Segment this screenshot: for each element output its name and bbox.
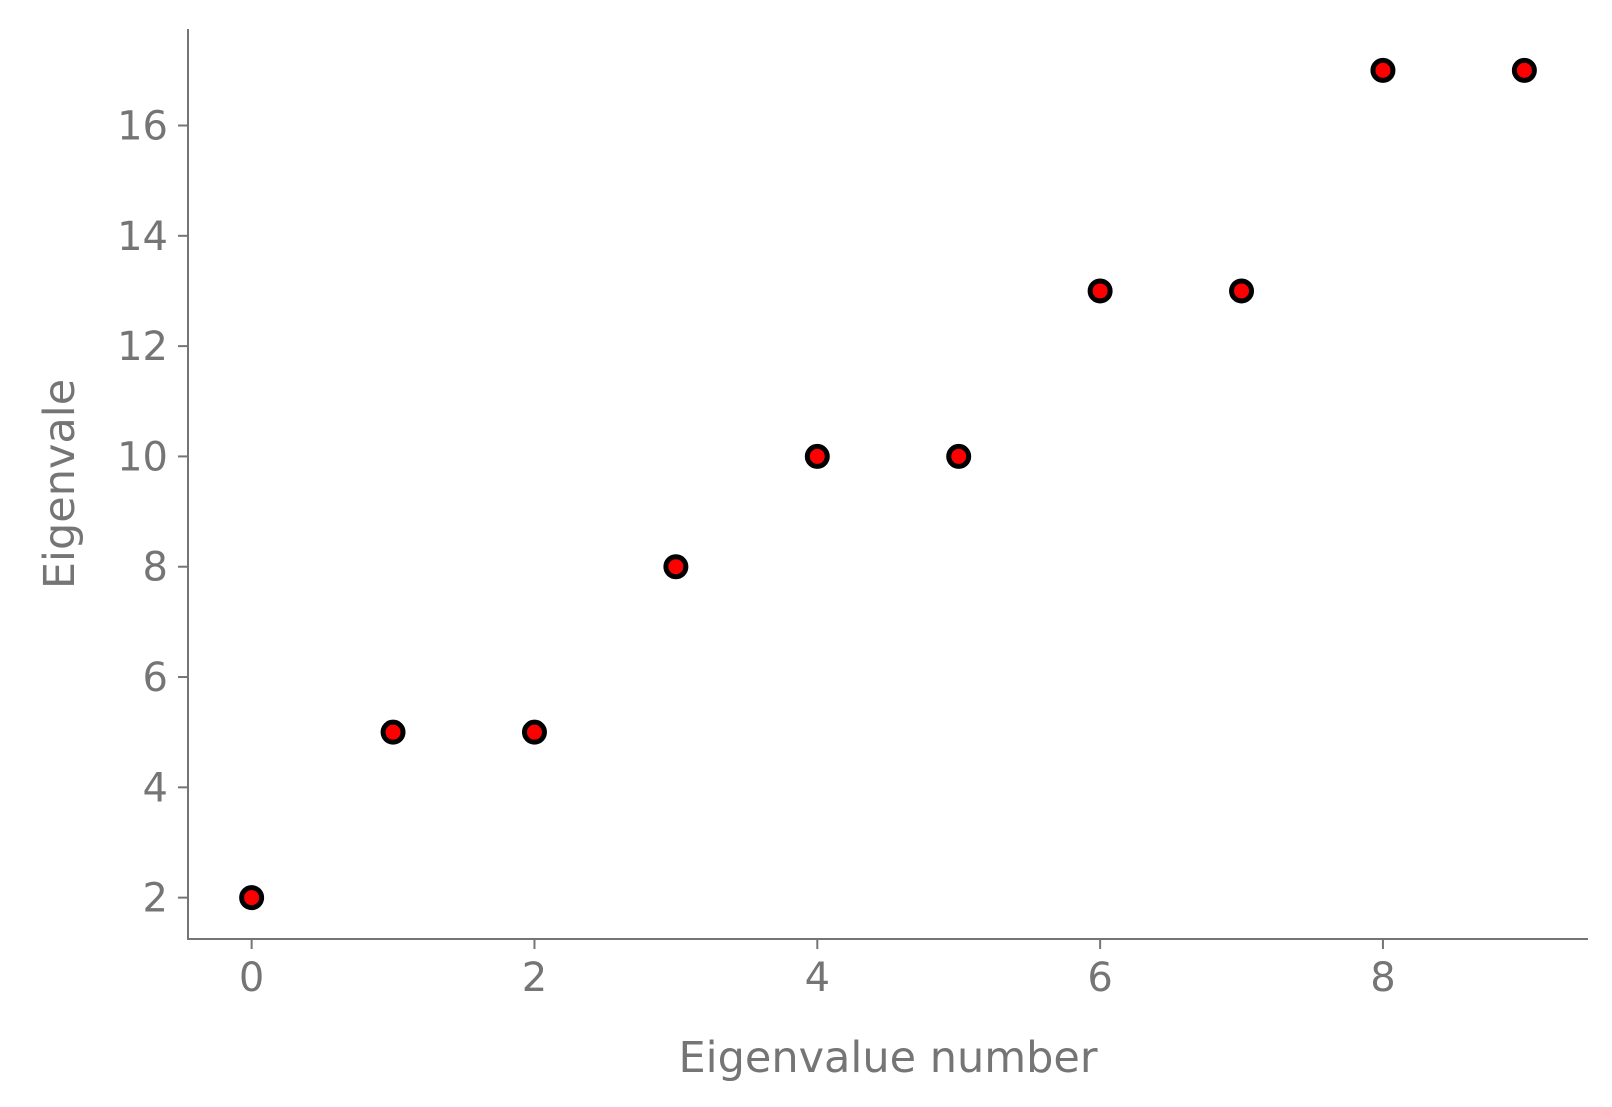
y-tick-label: 16 bbox=[117, 104, 168, 150]
data-point bbox=[1087, 278, 1113, 304]
data-point bbox=[946, 443, 972, 469]
data-point bbox=[1370, 57, 1396, 83]
data-point bbox=[521, 719, 547, 745]
x-tick-label: 8 bbox=[1370, 955, 1395, 1001]
y-tick-label: 14 bbox=[117, 214, 168, 260]
x-tick-label: 4 bbox=[805, 955, 830, 1001]
ticks-layer: 0 2 4 6 8 2 4 6 8 10 12 14 16 bbox=[117, 104, 1396, 1001]
y-axis-title: Eigenvale bbox=[35, 379, 85, 589]
x-tick-label: 2 bbox=[522, 955, 547, 1001]
y-tick-label: 8 bbox=[143, 545, 168, 591]
y-tick-label: 12 bbox=[117, 324, 168, 370]
x-axis-title: Eigenvalue number bbox=[678, 1033, 1097, 1083]
points-layer bbox=[239, 57, 1537, 911]
data-point bbox=[1511, 57, 1537, 83]
y-tick-label: 6 bbox=[143, 655, 168, 701]
y-tick-label: 10 bbox=[117, 434, 168, 480]
x-tick-label: 6 bbox=[1087, 955, 1112, 1001]
y-tick-label: 2 bbox=[143, 876, 168, 922]
axes-spines bbox=[187, 29, 1588, 940]
data-point bbox=[380, 719, 406, 745]
data-point bbox=[1229, 278, 1255, 304]
data-point bbox=[239, 885, 265, 911]
y-tick-label: 4 bbox=[143, 765, 168, 811]
x-tick-label: 0 bbox=[239, 955, 264, 1001]
data-point bbox=[804, 443, 830, 469]
data-point bbox=[663, 554, 689, 580]
